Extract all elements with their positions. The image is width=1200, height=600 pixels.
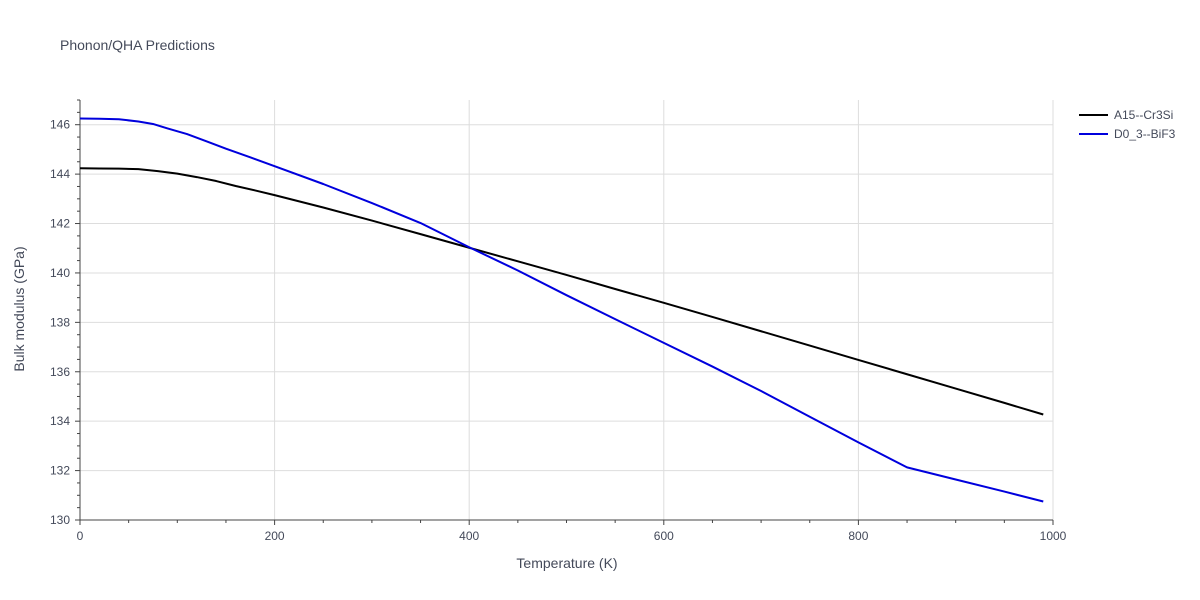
axes: 130 132 134 136 138 140 142 144 146 0 200 400 600 800… — [50, 99, 1067, 543]
y-axis-title: Bulk modulus (GPa) — [11, 246, 27, 371]
legend-label-1: A15--Cr3Si — [1114, 108, 1173, 122]
x-tick-label: 800 — [848, 529, 868, 543]
series-line-2 — [79, 117, 1044, 503]
y-tick-label: 146 — [50, 118, 70, 132]
x-tick-label: 400 — [459, 529, 479, 543]
y-tick-label: 130 — [50, 513, 70, 527]
series-group — [79, 117, 1044, 503]
chart-title: Phonon/QHA Predictions — [60, 37, 215, 53]
legend-label-2: D0_3--BiF3 — [1114, 127, 1176, 141]
y-tick-label: 142 — [50, 217, 70, 231]
x-tick-label: 600 — [654, 529, 674, 543]
y-tick-label: 140 — [50, 266, 70, 280]
legend: A15--Cr3Si D0_3--BiF3 — [1079, 108, 1176, 141]
grid — [80, 100, 1054, 521]
y-tick-label: 144 — [50, 167, 70, 181]
y-tick-label: 132 — [50, 464, 70, 478]
y-tick-label: 136 — [50, 365, 70, 379]
y-tick-label: 134 — [50, 414, 70, 428]
x-tick-label: 0 — [77, 529, 84, 543]
x-tick-label: 200 — [265, 529, 285, 543]
x-tick-label: 1000 — [1040, 529, 1067, 543]
y-tick-label: 138 — [50, 315, 70, 329]
x-axis-title: Temperature (K) — [516, 555, 617, 571]
series-line-1 — [79, 167, 1044, 416]
